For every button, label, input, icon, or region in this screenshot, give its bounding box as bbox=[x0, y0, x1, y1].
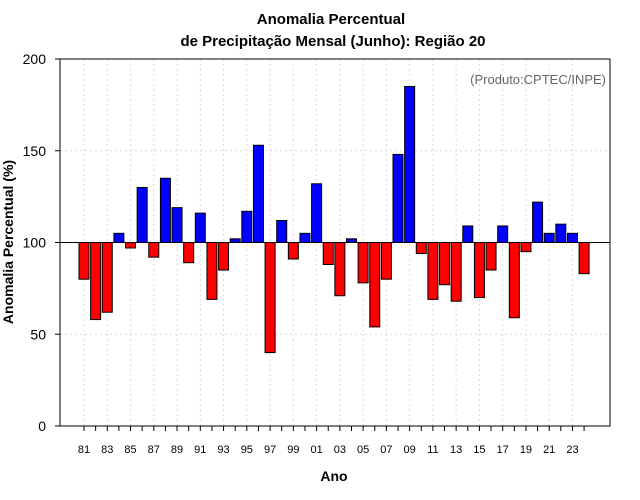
x-tick-label-97: 97 bbox=[264, 444, 276, 456]
bars bbox=[78, 86, 590, 354]
bar-2008 bbox=[392, 153, 404, 243]
bar-1988 bbox=[159, 177, 171, 244]
bar-2020 bbox=[532, 201, 544, 244]
x-tick-label-03: 03 bbox=[334, 444, 346, 456]
bar-1982 bbox=[90, 242, 102, 321]
x-tick-label-85: 85 bbox=[124, 444, 136, 456]
chart-title: Anomalia Percentual bbox=[257, 11, 405, 28]
bar-1995 bbox=[241, 210, 253, 243]
x-tick-label-09: 09 bbox=[404, 444, 416, 456]
x-tick-label-83: 83 bbox=[101, 444, 113, 456]
y-axis: 0 50 100 150 200 bbox=[23, 51, 60, 434]
x-tick-label-13: 13 bbox=[450, 444, 462, 456]
y-tick-label-2: 100 bbox=[23, 235, 47, 251]
bar-1999 bbox=[287, 242, 299, 260]
x-tick-label-91: 91 bbox=[194, 444, 206, 456]
bar-2006 bbox=[369, 242, 381, 328]
x-tick-label-21: 21 bbox=[543, 444, 555, 456]
bar-1983 bbox=[101, 242, 113, 313]
bar-2016 bbox=[485, 242, 497, 271]
bar-1990 bbox=[183, 242, 195, 264]
bar-1986 bbox=[136, 186, 148, 243]
bar-1993 bbox=[218, 242, 230, 271]
x-tick-label-05: 05 bbox=[357, 444, 369, 456]
bar-1997 bbox=[264, 242, 276, 354]
y-tick-label-4: 200 bbox=[23, 51, 47, 67]
bar-2003 bbox=[334, 242, 346, 297]
y-axis-label: Anomalia Percentual (%) bbox=[0, 160, 16, 324]
bar-1996 bbox=[252, 144, 264, 243]
bar-2019 bbox=[520, 242, 532, 253]
x-tick-label-81: 81 bbox=[78, 444, 90, 456]
bar-2021 bbox=[543, 232, 555, 244]
bar-2022 bbox=[555, 223, 567, 243]
x-tick-label-17: 17 bbox=[497, 444, 509, 456]
bar-2004 bbox=[345, 238, 357, 244]
bar-2023 bbox=[566, 232, 578, 244]
bar-2002 bbox=[322, 242, 334, 266]
bar-1981 bbox=[78, 242, 90, 280]
bar-2017 bbox=[497, 225, 509, 243]
bar-2014 bbox=[462, 225, 474, 243]
x-tick-label-87: 87 bbox=[148, 444, 160, 456]
bar-1991 bbox=[194, 212, 206, 243]
chart-subtitle: de Precipitação Mensal (Junho): Região 2… bbox=[180, 33, 485, 50]
x-tick-label-93: 93 bbox=[217, 444, 229, 456]
x-tick-label-99: 99 bbox=[287, 444, 299, 456]
credit-label: (Produto:CPTEC/INPE) bbox=[470, 72, 606, 87]
bar-2011 bbox=[427, 242, 439, 300]
x-tick-label-19: 19 bbox=[520, 444, 532, 456]
bar-2013 bbox=[450, 242, 462, 302]
bar-1985 bbox=[125, 242, 137, 249]
x-tick-label-23: 23 bbox=[566, 444, 578, 456]
y-tick-label-0: 0 bbox=[38, 418, 46, 434]
bar-2009 bbox=[404, 86, 416, 243]
y-tick-label-3: 150 bbox=[23, 143, 47, 159]
bar-2015 bbox=[473, 242, 485, 299]
x-axis-label: Ano bbox=[320, 468, 347, 484]
x-tick-label-89: 89 bbox=[171, 444, 183, 456]
bar-2010 bbox=[415, 242, 427, 255]
x-tick-label-95: 95 bbox=[241, 444, 253, 456]
x-tick-label-01: 01 bbox=[310, 444, 322, 456]
y-tick-label-1: 50 bbox=[30, 326, 46, 342]
bar-2001 bbox=[311, 183, 323, 243]
x-tick-label-15: 15 bbox=[473, 444, 485, 456]
x-tick-label-07: 07 bbox=[380, 444, 392, 456]
bar-2012 bbox=[439, 242, 451, 286]
bar-1984 bbox=[113, 232, 125, 244]
bar-2018 bbox=[508, 242, 520, 319]
bar-2024 bbox=[578, 242, 590, 275]
bar-2007 bbox=[380, 242, 392, 280]
bar-1992 bbox=[206, 242, 218, 300]
bar-1994 bbox=[229, 238, 241, 244]
bar-2005 bbox=[357, 242, 369, 284]
bar-2000 bbox=[299, 232, 311, 244]
x-axis: 81 83 85 87 89 91 93 95 97 99 01 03 05 07 09 11 13 15 17 19… bbox=[78, 426, 585, 456]
bar-1987 bbox=[148, 242, 160, 258]
bar-1998 bbox=[276, 219, 288, 243]
bar-1989 bbox=[171, 207, 183, 243]
x-tick-label-11: 11 bbox=[427, 444, 438, 456]
